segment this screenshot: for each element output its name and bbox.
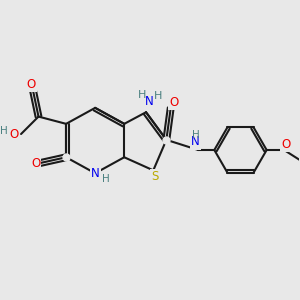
- Text: O: O: [169, 96, 178, 109]
- Text: H: H: [192, 130, 199, 140]
- Text: S: S: [151, 170, 158, 183]
- Text: N: N: [91, 167, 100, 180]
- Text: H: H: [154, 91, 162, 101]
- Text: H: H: [137, 90, 146, 100]
- Text: O: O: [9, 128, 18, 140]
- Text: H: H: [0, 126, 8, 136]
- Text: O: O: [27, 78, 36, 91]
- Text: O: O: [281, 138, 290, 151]
- Text: H: H: [102, 174, 109, 184]
- Text: O: O: [31, 157, 40, 169]
- Text: N: N: [145, 95, 153, 108]
- Text: N: N: [191, 135, 200, 148]
